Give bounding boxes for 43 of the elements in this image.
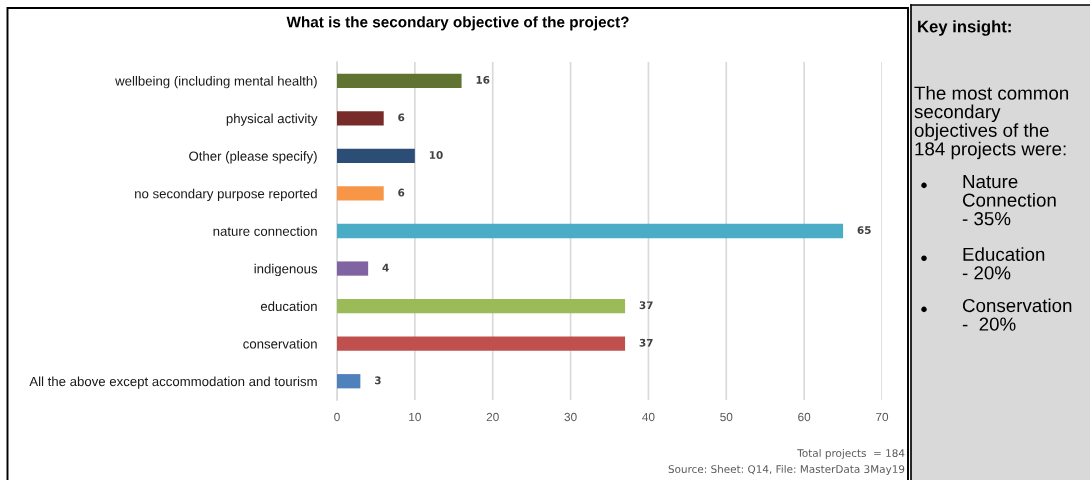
bar <box>337 374 361 389</box>
text: Key insight: <box>918 20 1011 36</box>
x-tick-label: 60 <box>798 412 811 422</box>
data-label: 16 <box>476 75 490 84</box>
x-tick-label: 0 <box>334 412 340 422</box>
data-label: 37 <box>639 338 653 347</box>
y-tick-label: nature connection <box>213 226 317 236</box>
y-tick-label: wellbeing (including mental health) <box>115 76 317 89</box>
y-tick-label: conservation <box>243 338 317 349</box>
bar <box>337 148 415 164</box>
x-tick-label: 30 <box>564 412 577 422</box>
x-tick-label: 70 <box>876 412 889 422</box>
bar <box>337 336 626 351</box>
bar <box>337 111 384 126</box>
data-label: 10 <box>429 151 443 159</box>
y-tick-label: education <box>260 301 317 312</box>
data-label: 65 <box>857 226 871 235</box>
data-label: 6 <box>398 188 405 197</box>
bar <box>337 223 844 239</box>
y-tick-label: indigenous <box>254 263 318 277</box>
bar <box>337 73 462 88</box>
data-label: 6 <box>398 113 405 122</box>
data-label: 4 <box>382 263 389 272</box>
text: Total projects = 184 <box>797 448 905 460</box>
chart-title: What is the secondary objective of the project? <box>286 16 629 31</box>
text: Conservation - 20% <box>962 298 1072 331</box>
bar <box>337 298 626 314</box>
text: Nature Connection - 35% <box>962 175 1056 226</box>
bar <box>337 186 384 201</box>
y-tick-label: physical activity <box>226 113 318 126</box>
data-label: 37 <box>639 301 653 310</box>
bar <box>337 261 369 276</box>
text: Education - 20% <box>962 247 1045 280</box>
text: The most common secondary objectives of the 184 projects were: <box>914 86 1069 160</box>
source-note: Source: Sheet: Q14, File: MasterData 3May19 <box>668 464 905 476</box>
x-tick-label: 50 <box>720 412 733 422</box>
x-tick-label: 20 <box>486 412 499 422</box>
x-tick-label: 10 <box>409 412 421 422</box>
y-tick-label: no secondary purpose reported <box>135 188 317 201</box>
y-tick-label: All the above except accommodation and tourism <box>29 376 317 389</box>
data-label: 3 <box>374 376 381 385</box>
y-tick-label: Other (please specify) <box>189 151 317 164</box>
x-tick-label: 40 <box>642 412 655 422</box>
